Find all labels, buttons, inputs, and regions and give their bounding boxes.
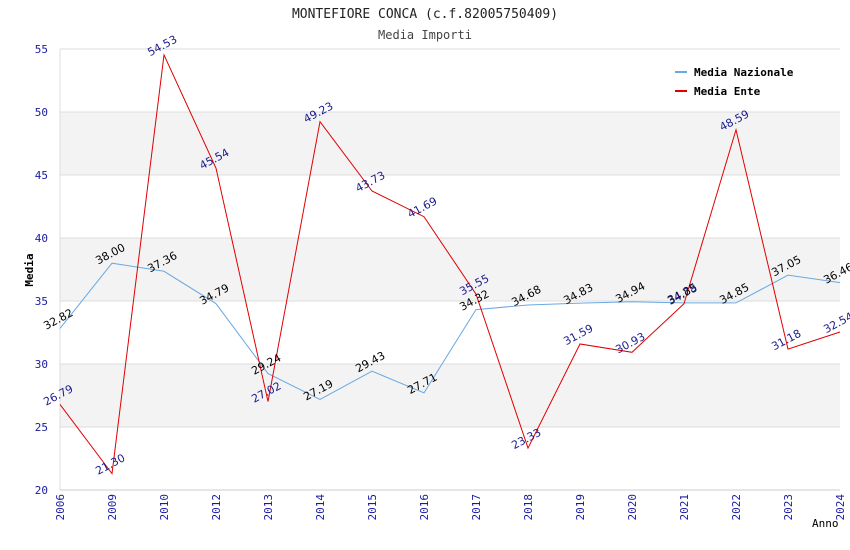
plot-band xyxy=(60,301,840,364)
chart-subtitle: Media Importi xyxy=(378,28,472,42)
legend-label: Media Nazionale xyxy=(694,66,794,79)
plot-band xyxy=(60,364,840,427)
x-tick-label: 2009 xyxy=(106,494,119,521)
plot-band xyxy=(60,49,840,112)
plot-band xyxy=(60,427,840,490)
x-tick-label: 2006 xyxy=(54,494,67,521)
x-tick-label: 2013 xyxy=(262,494,275,521)
plot-band xyxy=(60,175,840,238)
y-tick-label: 50 xyxy=(35,106,48,119)
x-tick-label: 2012 xyxy=(210,494,223,521)
legend: Media Nazionale Media Ente xyxy=(675,66,794,98)
x-tick-label: 2018 xyxy=(522,494,535,521)
y-tick-label: 45 xyxy=(35,169,48,182)
y-tick-label: 40 xyxy=(35,232,48,245)
x-tick-label: 2020 xyxy=(626,494,639,521)
series-lines xyxy=(59,53,841,475)
chart-title: MONTEFIORE CONCA (c.f.82005750409) xyxy=(292,7,558,22)
plot-band xyxy=(60,112,840,175)
x-tick-label: 2019 xyxy=(574,494,587,521)
x-tick-label: 2022 xyxy=(730,494,743,521)
x-tick-label: 2023 xyxy=(782,494,795,521)
y-tick-label: 35 xyxy=(35,295,48,308)
x-tick-label: 2017 xyxy=(470,494,483,521)
x-tick-label: 2015 xyxy=(366,494,379,521)
x-tick-label: 2016 xyxy=(418,494,431,521)
y-tick-label: 25 xyxy=(35,421,48,434)
y-tick-label: 55 xyxy=(35,43,48,56)
x-axis: 2006 2009 2010 2012 2013 2014 2015 2016 2017 2018… xyxy=(54,494,847,521)
y-tick-label: 30 xyxy=(35,358,48,371)
plot-area xyxy=(60,49,840,490)
grid-lines xyxy=(59,48,840,491)
x-tick-label: 2021 xyxy=(678,494,691,521)
x-tick-label: 2024 xyxy=(834,494,847,521)
y-tick-label: 20 xyxy=(35,484,48,497)
y-axis-label: Media xyxy=(23,253,36,286)
y-axis: 20 25 30 35 40 45 50 55 xyxy=(35,43,48,497)
series-line-1 xyxy=(59,262,841,400)
x-tick-label: 2014 xyxy=(314,494,327,521)
x-axis-label: Anno xyxy=(812,517,839,530)
plot-band xyxy=(60,238,840,301)
series-line-2 xyxy=(59,53,841,475)
legend-label: Media Ente xyxy=(694,85,761,98)
x-tick-label: 2010 xyxy=(158,494,171,521)
